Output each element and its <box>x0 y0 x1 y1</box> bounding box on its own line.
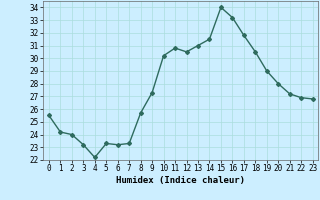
X-axis label: Humidex (Indice chaleur): Humidex (Indice chaleur) <box>116 176 245 185</box>
